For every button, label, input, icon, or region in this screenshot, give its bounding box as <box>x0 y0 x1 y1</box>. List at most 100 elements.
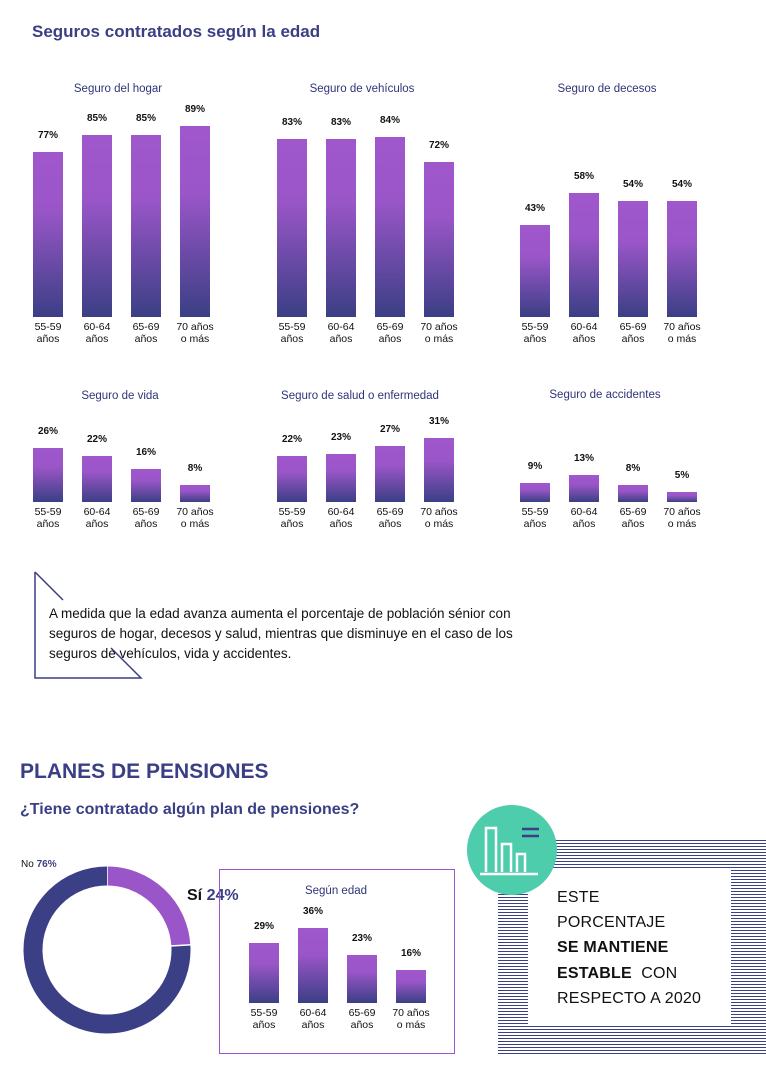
stable-line-4: ESTABLE CON <box>557 965 677 983</box>
bar <box>180 485 210 502</box>
pension-question: ¿Tiene contratado algún plan de pensione… <box>20 801 360 818</box>
x-tick-line: años <box>329 333 353 345</box>
stable-line-4-bold: ESTABLE <box>557 965 632 982</box>
x-tick-line: años <box>36 518 60 530</box>
x-tick-label: 60-64 años <box>314 321 368 345</box>
bar-value-label: 89% <box>184 104 205 115</box>
x-tick-line: 65-69 <box>132 506 160 518</box>
note-line: seguros de vehículos, vida y accidentes. <box>49 646 292 661</box>
bar-value-label: 5% <box>674 469 690 481</box>
note-frame <box>34 571 143 679</box>
x-tick-label: 55-59 años <box>265 321 319 345</box>
x-tick-line: 55-59 <box>521 321 549 333</box>
bar <box>375 136 405 317</box>
x-tick-label: 60-64 años <box>557 321 611 345</box>
bar-value-label: 23% <box>351 933 372 945</box>
x-tick-line: años <box>134 333 158 345</box>
x-tick-label: 65-69 años <box>606 321 660 345</box>
bar <box>396 969 426 1003</box>
donut-label-si-name: Sí <box>187 887 203 904</box>
bar-value-label: 83% <box>330 116 351 128</box>
x-tick-line: 65-69 <box>619 321 647 333</box>
bar-value-label: 8% <box>625 463 641 475</box>
x-tick-label: 55-59 años <box>508 506 562 530</box>
note-line: A medida que la edad avanza aumenta el p… <box>49 606 511 621</box>
x-tick-line: 65-69 <box>376 506 404 518</box>
donut-label-no-name: No <box>21 859 34 870</box>
bar <box>249 942 279 1003</box>
x-tick-line: 60-64 <box>570 321 598 333</box>
bar <box>131 134 161 317</box>
chart-title: Seguro de vehículos <box>309 83 415 95</box>
x-tick-line: o más <box>667 333 697 345</box>
bar-value-label: 54% <box>671 179 692 191</box>
x-tick-line: 60-64 <box>83 321 111 333</box>
x-tick-line: años <box>621 518 645 530</box>
bar <box>326 454 356 502</box>
x-tick-line: años <box>329 518 353 530</box>
x-tick-line: 55-59 <box>278 506 306 518</box>
x-tick-line: o más <box>424 518 454 530</box>
bar <box>180 126 210 317</box>
x-tick-label: 65-69 años <box>363 506 417 530</box>
section-title-seguros: Seguros contratados según la edad <box>32 22 321 41</box>
x-tick-line: años <box>523 518 547 530</box>
stable-line-3: SE MANTIENE <box>557 939 669 956</box>
x-tick-line: 55-59 <box>34 506 62 518</box>
bar <box>326 138 356 317</box>
x-tick-line: años <box>280 333 304 345</box>
bar <box>569 474 599 502</box>
bar <box>82 134 112 317</box>
bar-value-label: 16% <box>135 446 156 458</box>
stable-line-1: ESTE <box>557 889 600 906</box>
pension-donut-chart <box>23 865 192 1034</box>
x-tick-line: 60-64 <box>570 506 598 518</box>
x-tick-label: 65-69 años <box>335 1007 389 1031</box>
x-tick-line: 70 años <box>663 321 701 333</box>
x-tick-line: años <box>85 333 109 345</box>
x-tick-label: 55-59 años <box>21 321 75 345</box>
x-tick-label: 60-64 años <box>557 506 611 530</box>
bar <box>424 162 454 317</box>
bar-value-label: 77% <box>37 129 58 141</box>
x-tick-line: 65-69 <box>132 321 160 333</box>
x-tick-line: 60-64 <box>327 321 355 333</box>
note-frame-top <box>34 571 64 601</box>
bar <box>520 224 550 317</box>
x-tick-line: años <box>134 518 158 530</box>
x-tick-label: 65-69 años <box>363 321 417 345</box>
chart-title: Seguro del hogar <box>73 83 163 95</box>
bar-value-label: 27% <box>379 423 400 435</box>
bar <box>667 201 697 317</box>
stable-line-4-rest: CON <box>641 965 678 982</box>
chart-title: Seguro de salud o enfermedad <box>281 390 439 402</box>
note-line: seguros de hogar, decesos y salud, mient… <box>49 626 513 641</box>
x-tick-label: 60-64 años <box>70 321 124 345</box>
x-tick-line: 60-64 <box>83 506 111 518</box>
donut-slice-si <box>106 866 191 947</box>
bar <box>667 491 697 502</box>
donut-label-si: Sí 24% <box>187 887 239 905</box>
note-frame-bottom <box>34 572 143 679</box>
x-tick-line: 70 años <box>176 321 214 333</box>
x-tick-line: 55-59 <box>250 1007 278 1019</box>
x-tick-line: 55-59 <box>34 321 62 333</box>
bar <box>347 955 377 1003</box>
icon-bars <box>484 826 527 872</box>
x-tick-line: o más <box>180 518 210 530</box>
bar-value-label: 54% <box>622 179 643 191</box>
x-tick-line: 55-59 <box>278 321 306 333</box>
bar-value-label: 26% <box>37 425 58 437</box>
bar-value-label: 31% <box>428 415 449 427</box>
bar-value-label: 23% <box>330 432 351 444</box>
bar-value-label: 29% <box>253 920 274 932</box>
bar-value-label: 43% <box>524 202 545 214</box>
donut-label-si-value: 24% <box>206 887 239 904</box>
x-tick-label: 55-59 años <box>237 1007 291 1031</box>
x-tick-label: 60-64 años <box>286 1007 340 1031</box>
x-tick-line: o más <box>424 333 454 345</box>
bar-value-label: 72% <box>428 140 449 152</box>
x-tick-label: 70 años o más <box>168 506 222 530</box>
bar <box>618 201 648 317</box>
x-tick-line: años <box>572 518 596 530</box>
